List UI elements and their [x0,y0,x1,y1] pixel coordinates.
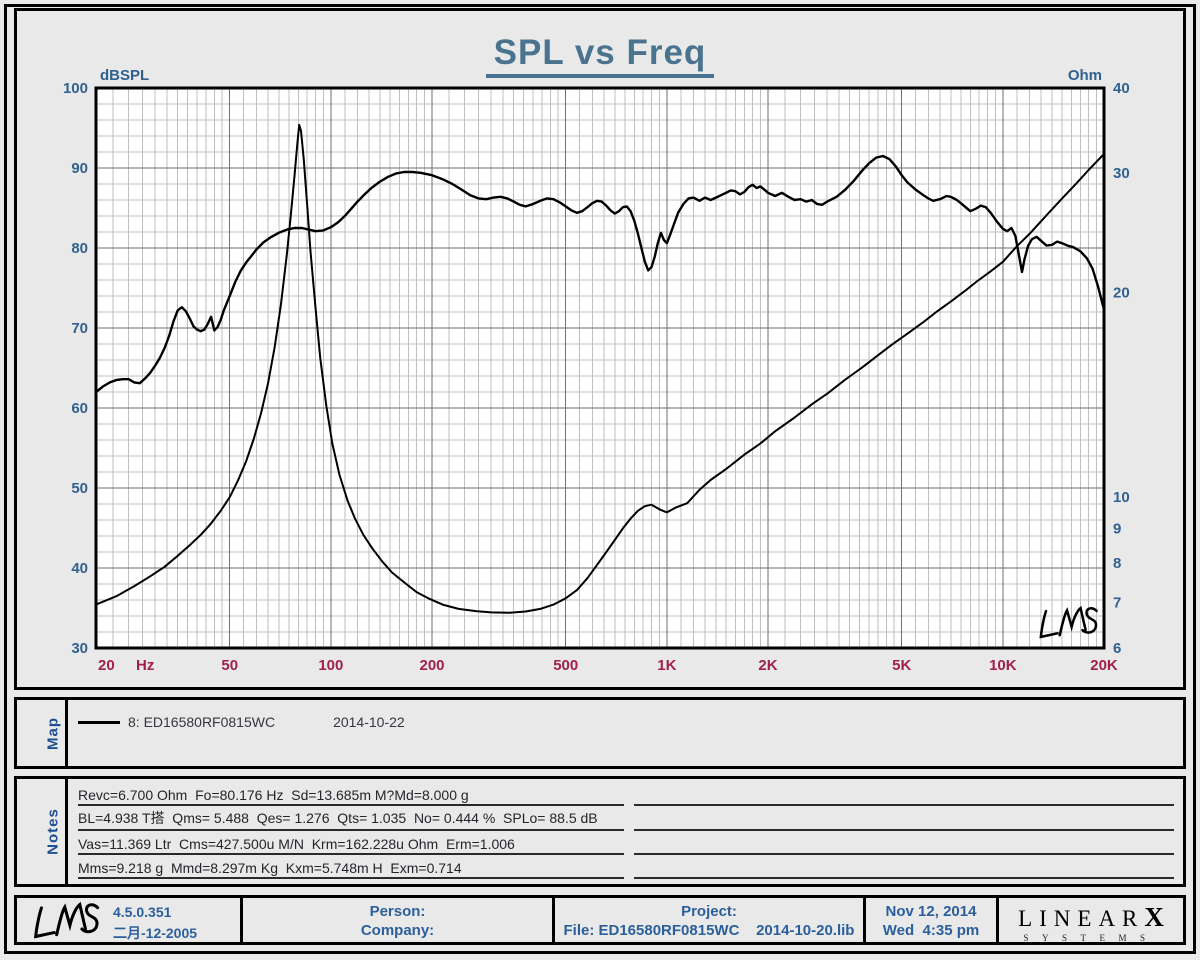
y-left-tick-label: 60 [71,400,88,417]
x-tick-label: 500 [553,657,578,674]
lms-watermark [1039,605,1098,639]
project-file-cell: Project: File: ED16580RF0815WC 2014-10-2… [555,898,863,942]
y-left-unit-label: dBSPL [100,67,149,84]
note-line: Vas=11.369 Ltr Cms=427.500u M/N Krm=162.… [78,833,624,855]
legend-row: 8: ED16580RF0815WC 2014-10-22 [78,712,405,732]
x-tick-label: 2K [758,657,777,674]
x-tick-label: 200 [419,657,444,674]
notes-section-label: Notes [44,808,62,855]
y-right-tick-label: 8 [1113,555,1121,572]
footer-divider [552,898,555,942]
y-right-tick-label: 30 [1113,165,1130,182]
date-text: Nov 12, 2014 [885,903,977,920]
y-right-tick-label: 10 [1113,489,1130,506]
person-company-cell: Person: Company: [243,898,552,942]
y-right-tick-label: 40 [1113,80,1130,97]
y-left-tick-label: 40 [71,560,88,577]
notes-divider [65,779,68,884]
notes-panel: Notes Revc=6.700 Ohm Fo=80.176 Hz Sd=13.… [14,776,1186,887]
linearx-systems-text: SYSTEMS [1023,933,1159,943]
note-line: Revc=6.700 Ohm Fo=80.176 Hz Sd=13.685m M… [78,784,624,806]
y-right-tick-label: 20 [1113,285,1130,302]
time-text: Wed 4:35 pm [882,922,980,939]
file-label: File: ED16580RF0815WC 2014-10-20.lib [563,922,855,939]
y-right-tick-label: 6 [1113,640,1121,657]
plot-border [94,86,1106,650]
company-label: Company: [360,922,435,939]
x-tick-label: 1K [657,657,676,674]
map-divider [65,700,68,766]
y-left-tick-label: 50 [71,480,88,497]
footer-divider [240,898,243,942]
x-tick-label: 20 [98,657,115,674]
version-text: 4.5.0.351 [113,904,172,920]
note-line: BL=4.938 T搭 Qms= 5.488 Qes= 1.276 Qts= 1… [78,809,624,831]
note-line-empty [634,809,1174,831]
footer-panel: 4.5.0.351 二月-12-2005 Person: Company: Pr… [14,895,1186,945]
note-line-empty [634,857,1174,879]
footer-divider [863,898,866,942]
datetime-cell: Nov 12, 2014 Wed 4:35 pm [866,898,996,942]
legend-line-swatch [78,720,120,724]
note-line-empty [634,784,1174,806]
linearx-logo: LINEARX SYSTEMS [999,898,1183,943]
y-left-tick-label: 30 [71,640,88,657]
chart-panel: dBSPL Ohm 100 90 80 70 60 50 40 30 40 30 20 10 9 8 7 6 20 H… [14,8,1186,690]
x-tick-label: 50 [221,657,238,674]
y-right-unit-label: Ohm [1068,67,1102,84]
y-left-tick-label: 80 [71,240,88,257]
chart-title: SPL vs Freq [485,33,715,78]
map-section-label: Map [44,717,62,750]
x-tick-label: 100 [318,657,343,674]
footer-divider [996,898,999,942]
y-left-tick-label: 100 [63,80,88,97]
spl-vs-freq-plot: dBSPL Ohm 100 90 80 70 60 50 40 30 40 30 20 10 9 8 7 6 20 H… [63,67,1130,674]
y-right-tick-label: 7 [1113,594,1121,611]
linearx-wordmark: LINEAR [1018,906,1145,931]
x-tick-label: 5K [892,657,911,674]
project-label: Project: [681,903,737,920]
impedance-curve [95,123,1105,614]
y-left-tick-label: 90 [71,160,88,177]
person-label: Person: [369,903,426,920]
x-tick-label: 20K [1090,657,1118,674]
note-line: Mms=9.218 g Mmd=8.297m Kg Kxm=5.748m H E… [78,857,624,879]
page-frame [4,4,1196,954]
lms-logo [34,901,100,939]
note-line-empty [634,833,1174,855]
x-tick-label: 10K [989,657,1017,674]
map-panel: Map 8: ED16580RF0815WC 2014-10-22 [14,697,1186,769]
legend-curve-name: 8: ED16580RF0815WC [128,714,276,730]
x-axis-unit-label: Hz [136,657,154,674]
legend-curve-date: 2014-10-22 [333,714,405,730]
build-date-text: 二月-12-2005 [113,925,198,941]
linearx-x: X [1144,902,1164,932]
plot-background [96,88,1104,648]
y-right-tick-label: 9 [1113,520,1121,537]
y-left-tick-label: 70 [71,320,88,337]
spl-curve [94,154,1106,394]
